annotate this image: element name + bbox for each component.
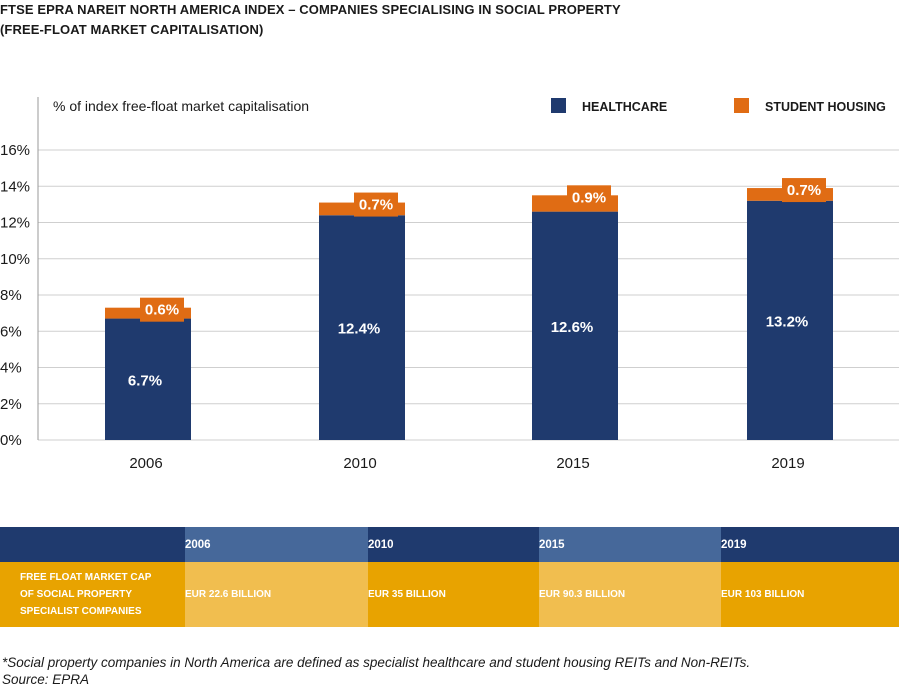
value-label-student-housing-2006: 0.6%	[145, 302, 179, 319]
student-housing-label-badge-2006	[140, 297, 184, 322]
y-tick-label: 2%	[0, 396, 22, 413]
x-tick-label-2010: 2010	[343, 455, 376, 472]
market-cap-year-2010: 2010	[368, 527, 539, 562]
y-tick-label: 10%	[0, 251, 30, 268]
student-housing-label-badge-2010	[354, 192, 398, 217]
value-label-student-housing-2010: 0.7%	[359, 197, 393, 214]
market-cap-row-label-line-3: SPECIALIST COMPANIES	[20, 606, 142, 617]
student-housing-label-badge-2015	[567, 185, 611, 210]
footnote: *Social property companies in North Amer…	[2, 654, 750, 688]
chart-title: FTSE EPRA NAREIT NORTH AMERICA INDEX – C…	[0, 0, 899, 40]
legend-swatch-student-housing	[734, 98, 749, 113]
market-cap-year-2006: 2006	[185, 527, 368, 562]
chart-title-line-2: (FREE-FLOAT MARKET CAPITALISATION)	[0, 22, 264, 37]
market-cap-data-row: FREE FLOAT MARKET CAP OF SOCIAL PROPERTY…	[0, 562, 899, 627]
market-cap-year-2015: 2015	[539, 527, 721, 562]
footnote-source: Source: EPRA	[2, 672, 90, 687]
value-label-healthcare-2015: 12.6%	[551, 319, 594, 336]
bars: 0.6% 6.7% 0.7% 12.4% 0.9% 12.6% 0.7% 13.2%	[105, 178, 833, 440]
x-tick-label-2015: 2015	[556, 455, 589, 472]
market-cap-row-label-line-2: OF SOCIAL PROPERTY	[20, 589, 133, 600]
market-cap-value-2010: EUR 35 BILLION	[368, 562, 539, 627]
value-label-healthcare-2019: 13.2%	[766, 313, 809, 330]
legend-label-healthcare: HEALTHCARE	[582, 100, 667, 114]
x-tick-label-2019: 2019	[771, 455, 804, 472]
bar-healthcare-2015	[532, 211, 618, 440]
y-tick-label: 0%	[0, 432, 22, 449]
market-cap-table: 2006 2010 2015 2019 FREE FLOAT MARKET CA…	[0, 527, 899, 627]
market-cap-value-2015: EUR 90.3 BILLION	[539, 562, 721, 627]
market-cap-value-2006: EUR 22.6 BILLION	[185, 562, 368, 627]
y-tick-label: 8%	[0, 287, 22, 304]
market-cap-value-2019: EUR 103 BILLION	[721, 562, 899, 627]
footnote-definition: *Social property companies in North Amer…	[2, 655, 751, 670]
legend-label-student-housing: STUDENT HOUSING	[765, 100, 886, 114]
stacked-bar-chart: % of index free-float market capitalisat…	[0, 97, 899, 472]
market-cap-row-label-line-1: FREE FLOAT MARKET CAP	[20, 572, 152, 583]
student-housing-label-badge-2019	[782, 178, 826, 203]
legend-swatch-healthcare	[551, 98, 566, 113]
y-tick-label: 12%	[0, 215, 30, 232]
market-cap-year-2019: 2019	[721, 527, 899, 562]
y-axis-label: % of index free-float market capitalisat…	[53, 98, 309, 114]
value-label-healthcare-2010: 12.4%	[338, 321, 381, 338]
market-cap-header-row: 2006 2010 2015 2019	[0, 527, 899, 562]
y-tick-label: 6%	[0, 323, 22, 340]
y-tick-label: 16%	[0, 142, 30, 159]
value-label-healthcare-2006: 6.7%	[128, 372, 162, 389]
legend: HEALTHCARE STUDENT HOUSING	[551, 98, 886, 114]
chart-title-line-1: FTSE EPRA NAREIT NORTH AMERICA INDEX – C…	[0, 2, 621, 17]
x-axis-labels: 2006 2010 2015 2019	[129, 455, 804, 472]
market-cap-row-label: FREE FLOAT MARKET CAP OF SOCIAL PROPERTY…	[0, 562, 185, 627]
y-axis-ticks: 0% 2% 4% 6% 8% 10% 12% 14% 16%	[0, 142, 30, 449]
value-label-student-housing-2015: 0.9%	[572, 189, 606, 206]
x-tick-label-2006: 2006	[129, 455, 162, 472]
y-tick-label: 14%	[0, 178, 30, 195]
value-label-student-housing-2019: 0.7%	[787, 182, 821, 199]
bar-healthcare-2006	[105, 318, 191, 440]
bar-healthcare-2010	[319, 215, 405, 440]
market-cap-header-blank	[0, 527, 185, 562]
y-tick-label: 4%	[0, 360, 22, 377]
bar-healthcare-2019	[747, 200, 833, 440]
